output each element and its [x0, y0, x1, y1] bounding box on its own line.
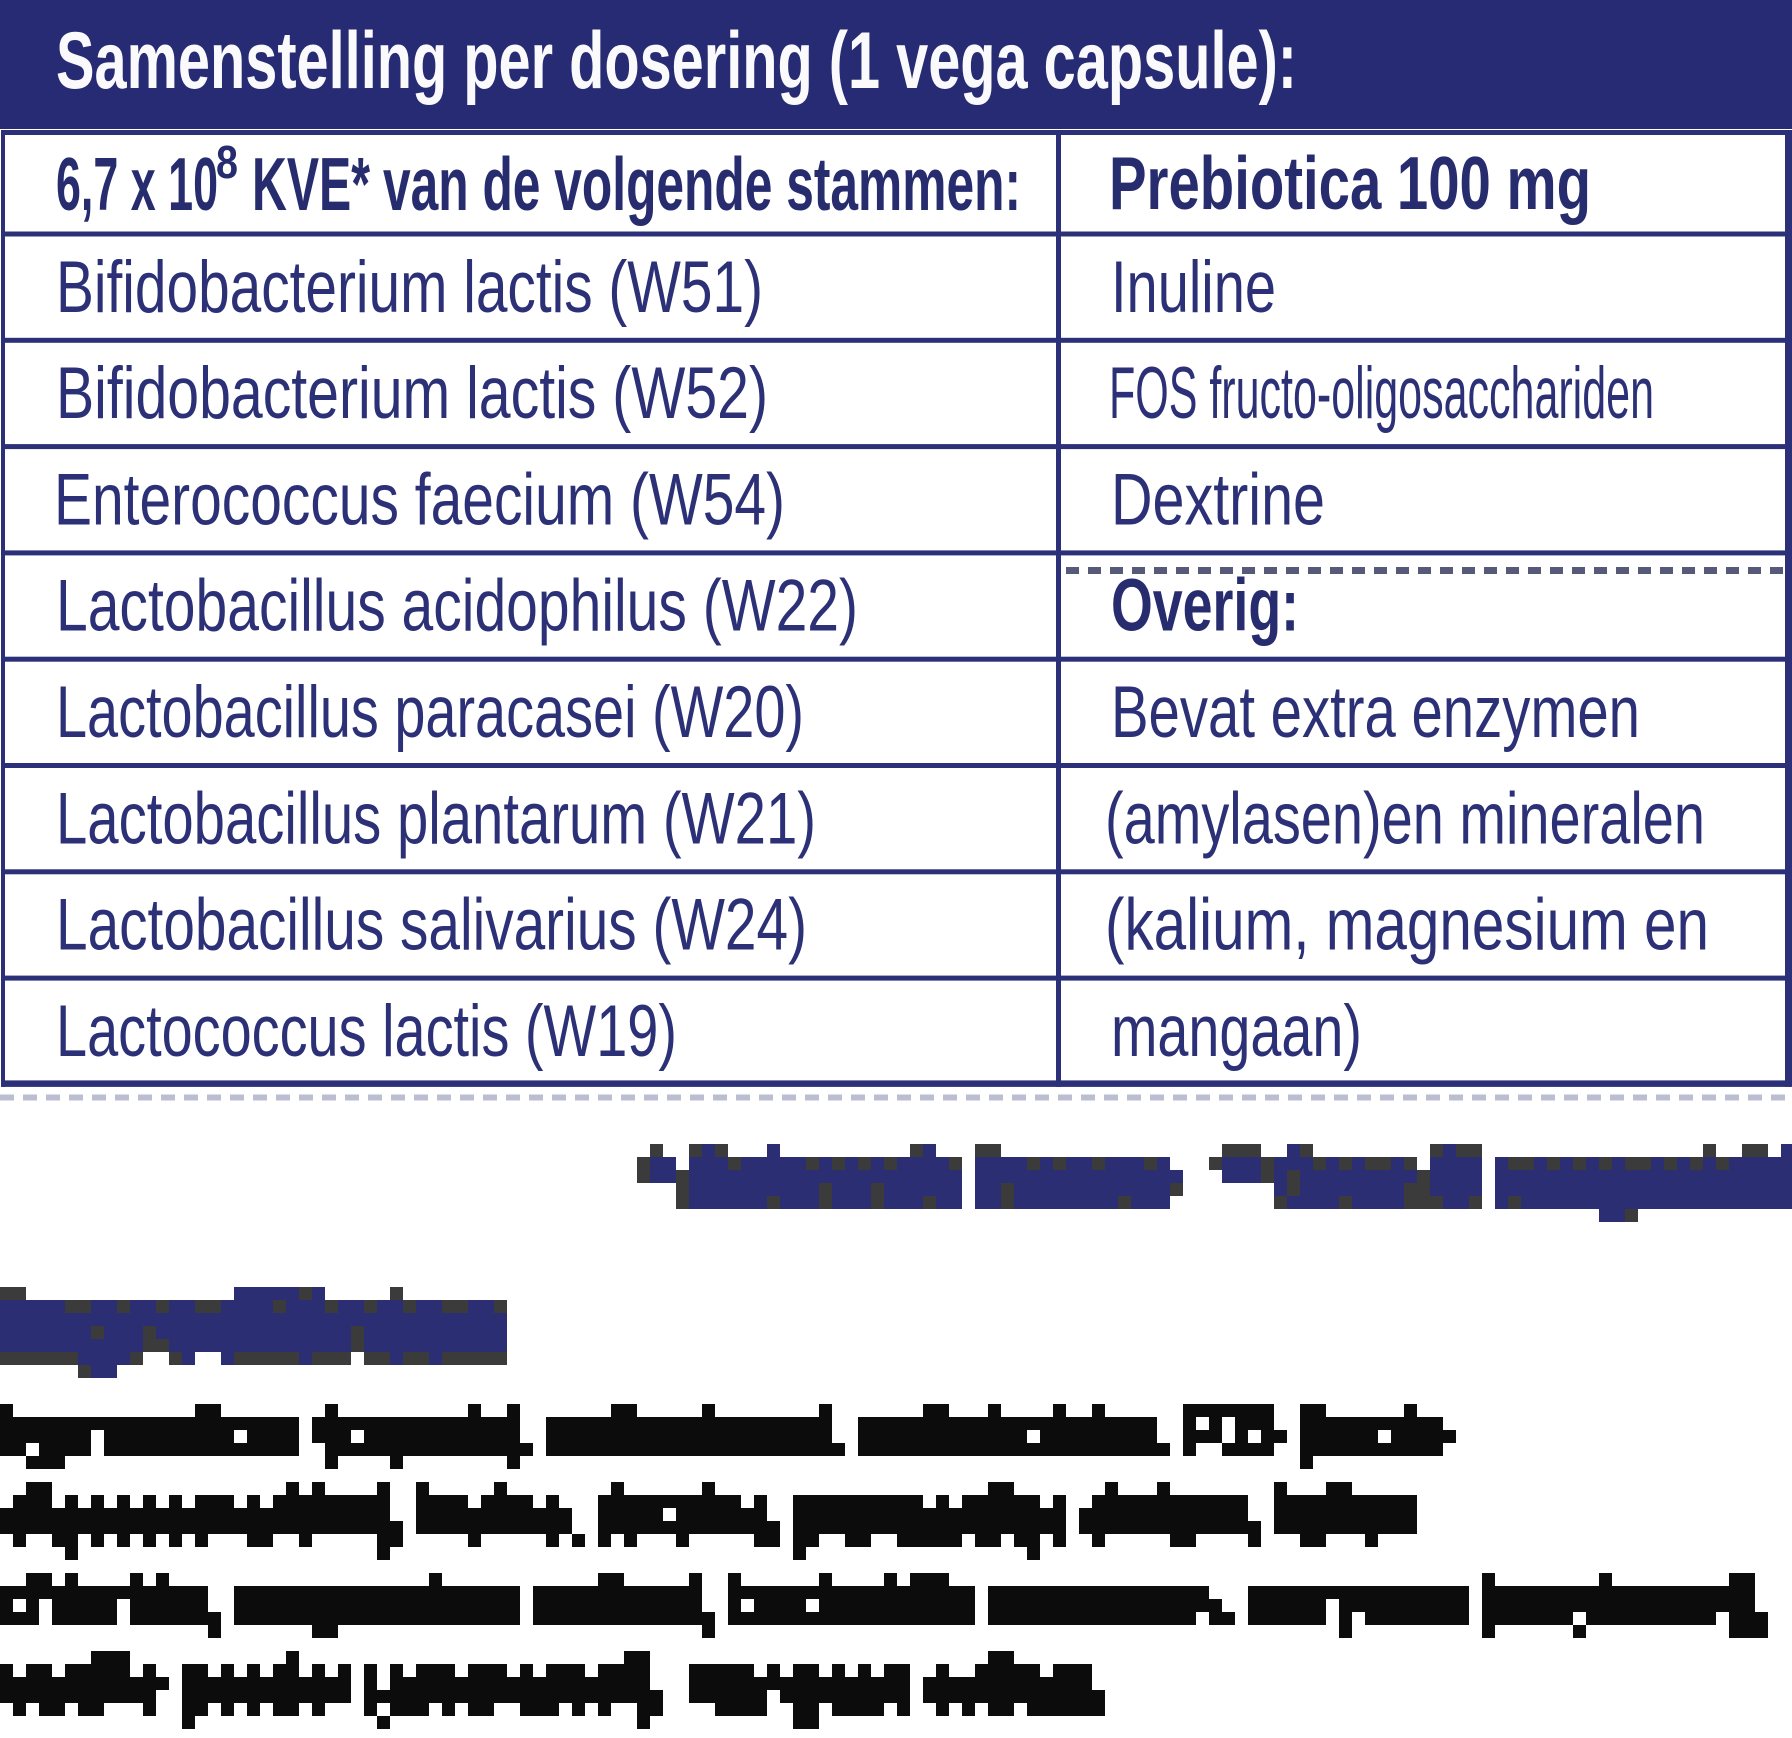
- svg-text:FOS fructo-oligosacchariden: FOS fructo-oligosacchariden: [1109, 353, 1654, 434]
- svg-text:Lactobacillus acidophilus (W22: Lactobacillus acidophilus (W22): [56, 566, 858, 647]
- svg-text:Bifidobacterium lactis (W52): Bifidobacterium lactis (W52): [56, 353, 768, 434]
- svg-text:(amylasen)en mineralen: (amylasen)en mineralen: [1105, 778, 1705, 859]
- svg-text:mangaan): mangaan): [1111, 991, 1362, 1072]
- svg-text:Samenstelling per dosering (1: Samenstelling per dosering (1 vega capsu…: [56, 16, 1297, 106]
- svg-text:Prebiotica 100 mg: Prebiotica 100 mg: [1109, 141, 1591, 225]
- svg-text:Lactococcus lactis (W19): Lactococcus lactis (W19): [56, 991, 677, 1072]
- svg-text:8: 8: [216, 136, 238, 188]
- svg-text:Dextrine: Dextrine: [1111, 459, 1325, 540]
- svg-text:Enterococcus faecium (W54): Enterococcus faecium (W54): [54, 459, 785, 540]
- svg-text:Lactobacillus paracasei (W20): Lactobacillus paracasei (W20): [56, 672, 804, 753]
- svg-text:Lactobacillus plantarum (W21): Lactobacillus plantarum (W21): [56, 778, 816, 859]
- svg-text:Lactobacillus salivarius (W24): Lactobacillus salivarius (W24): [56, 885, 807, 966]
- svg-text:Inuline: Inuline: [1111, 247, 1276, 328]
- svg-text:6,7 x 10: 6,7 x 10: [56, 142, 218, 226]
- svg-text:van de volgende stammen:: van de volgende stammen:: [383, 142, 1021, 226]
- svg-text:Bifidobacterium lactis (W51): Bifidobacterium lactis (W51): [56, 247, 763, 328]
- svg-text:KVE*: KVE*: [252, 142, 371, 226]
- svg-text:Bevat extra enzymen: Bevat extra enzymen: [1111, 672, 1640, 753]
- svg-text:(kalium, magnesium en: (kalium, magnesium en: [1105, 885, 1709, 966]
- svg-text:Overig:: Overig:: [1111, 564, 1299, 647]
